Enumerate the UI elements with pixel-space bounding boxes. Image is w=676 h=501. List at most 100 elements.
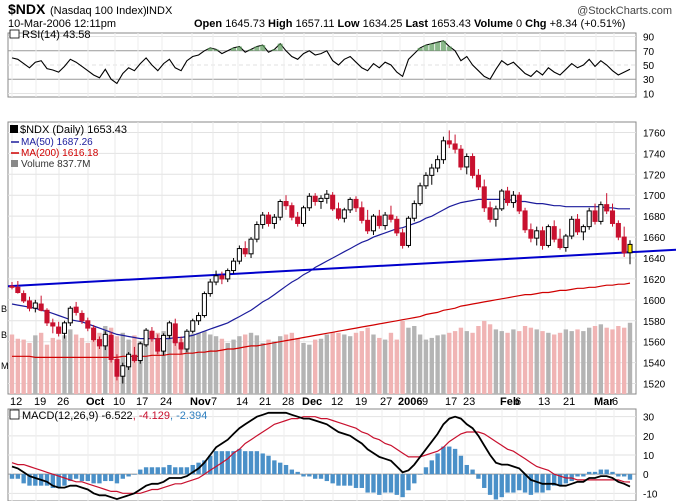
candle-body bbox=[510, 194, 516, 204]
price-legend-icon bbox=[10, 125, 18, 133]
candle-body bbox=[283, 201, 289, 207]
candle-body bbox=[79, 312, 85, 322]
macd-hist-bar bbox=[73, 474, 79, 479]
volume-bar bbox=[447, 332, 452, 394]
macd-hist-bar bbox=[575, 474, 580, 477]
volume-bar bbox=[73, 334, 79, 394]
volume-bar bbox=[289, 332, 295, 394]
macd-hist-bar bbox=[423, 467, 429, 475]
candle-body bbox=[609, 210, 616, 224]
candle-body bbox=[475, 174, 481, 188]
volume-bar bbox=[301, 343, 306, 394]
rsi-tick-label: 70 bbox=[643, 47, 655, 58]
quote-line: Open 1645.73 High 1657.11 Low 1634.25 La… bbox=[194, 18, 625, 30]
rsi-overbought-fill bbox=[423, 45, 429, 51]
macd-tick-label: -10 bbox=[643, 489, 658, 500]
x-axis-label: 6 bbox=[612, 396, 618, 408]
candle-body bbox=[196, 315, 202, 322]
macd-hist-bar bbox=[377, 474, 382, 495]
macd-tick-label: 10 bbox=[643, 451, 655, 462]
volume-bar bbox=[15, 338, 21, 394]
volume-bar bbox=[283, 334, 289, 394]
price-tick-label: 1520 bbox=[643, 380, 666, 391]
price-tick-label: 1580 bbox=[643, 317, 666, 328]
macd-hist-bar bbox=[138, 469, 143, 475]
rsi-overbought-fill bbox=[277, 43, 283, 51]
candle-body bbox=[423, 174, 429, 187]
macd-hist-bar bbox=[9, 474, 15, 479]
candle-body bbox=[300, 207, 307, 224]
ma50-value: 1687.26 bbox=[57, 137, 94, 148]
candle-body bbox=[365, 219, 371, 232]
volume-bar bbox=[336, 332, 341, 394]
macd-hist-bar bbox=[68, 474, 73, 482]
volume-bar bbox=[371, 334, 376, 394]
macd-hist-bar bbox=[278, 462, 283, 475]
volume-bar bbox=[394, 339, 399, 394]
macd-hist-bar bbox=[342, 474, 347, 486]
candle-body bbox=[61, 322, 68, 334]
rsi-overbought-fill bbox=[446, 46, 452, 51]
candle-body bbox=[516, 194, 522, 212]
volume-bars bbox=[9, 320, 633, 394]
candle-body bbox=[131, 354, 137, 362]
price-tick-label: 1660 bbox=[643, 233, 666, 244]
volume-scale-mark: B bbox=[1, 304, 7, 314]
volume-bar bbox=[143, 339, 149, 394]
volume-bar bbox=[388, 332, 394, 394]
macd-hist-bar bbox=[499, 474, 504, 498]
macd-tick-label: 0 bbox=[643, 470, 649, 481]
volume-bar bbox=[178, 338, 184, 394]
volume-bar bbox=[184, 334, 190, 394]
volume-bar bbox=[353, 332, 359, 394]
macd-value: -6.522 bbox=[101, 410, 132, 422]
volume-bar bbox=[377, 337, 382, 394]
candle-body bbox=[289, 205, 295, 218]
macd-hist-bar bbox=[103, 474, 108, 482]
x-axis-label: 12 bbox=[331, 396, 343, 408]
macd-hist-bar bbox=[295, 471, 300, 475]
candle-body bbox=[126, 353, 132, 368]
candle-body bbox=[102, 333, 108, 347]
macd-hist-bar bbox=[400, 474, 405, 498]
volume-bar bbox=[312, 339, 318, 394]
volume-bar bbox=[196, 332, 201, 394]
volume-bar bbox=[91, 334, 96, 394]
volume-bar bbox=[610, 329, 615, 394]
macd-hist-bar bbox=[417, 474, 423, 475]
macd-hist-bar bbox=[161, 467, 166, 475]
macd-hist-bar bbox=[155, 467, 160, 475]
macd-hist-bar bbox=[336, 474, 341, 486]
candle-body bbox=[143, 329, 149, 346]
candle-body bbox=[184, 330, 190, 350]
candle-body bbox=[172, 323, 178, 344]
volume-legend-label: Volume bbox=[21, 159, 55, 170]
x-axis-label: 6 bbox=[515, 396, 521, 408]
last-label: Last bbox=[405, 18, 428, 30]
candle-body bbox=[493, 208, 499, 220]
candle-body bbox=[260, 214, 266, 226]
candle-body bbox=[621, 236, 627, 254]
candle-body bbox=[615, 222, 621, 238]
candle-body bbox=[505, 190, 511, 204]
macd-hist-bar bbox=[260, 453, 265, 475]
price-tick-label: 1600 bbox=[643, 296, 666, 307]
macd-hist-bar bbox=[604, 469, 609, 475]
candle-body bbox=[557, 238, 563, 249]
candle-body bbox=[295, 216, 301, 224]
volume-bar bbox=[412, 326, 417, 394]
candle-body bbox=[417, 185, 423, 205]
macd-hist-bar bbox=[208, 455, 213, 475]
chg-label: Chg bbox=[525, 18, 546, 30]
rsi-tick-label: 10 bbox=[643, 89, 655, 100]
volume-bar bbox=[534, 329, 539, 394]
rsi-line bbox=[11, 40, 631, 85]
candle-body bbox=[353, 198, 359, 209]
x-axis-label: Feb bbox=[500, 396, 520, 408]
volume-bar bbox=[173, 337, 178, 394]
volume-bar bbox=[575, 329, 580, 394]
macd-hist-bar bbox=[522, 474, 528, 493]
price-tick-label: 1560 bbox=[643, 338, 666, 349]
macd-hist-text: -2.394 bbox=[176, 410, 207, 422]
x-axis-label: 21 bbox=[563, 396, 575, 408]
